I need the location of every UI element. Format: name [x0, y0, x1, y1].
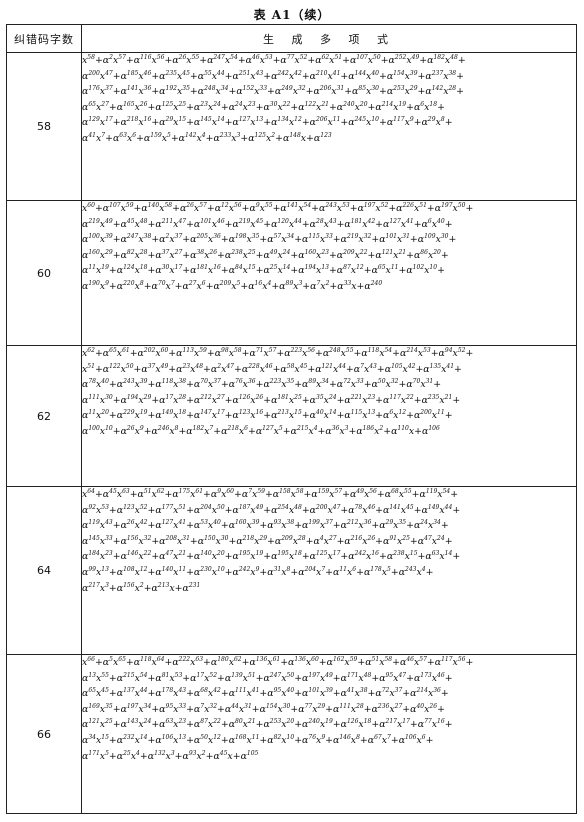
polynomial-line: α65x27+α165x26+α125x25+α23x24+α24x23+α30… — [82, 100, 445, 113]
polynomial-cell: x66+α5x65+α118x64+α222x63+α180x62+α136x6… — [81, 654, 577, 814]
polynomial-cell: x62+α65x61+α202x60+α113x59+α98x58+α71x57… — [81, 345, 577, 487]
polynomial-line: α171x5+α25x4+α132x3+α93x2+α45x+α105 — [82, 749, 259, 762]
polynomial-line: α100x39+α247x38+α2x37+α205x36+α198x35+α5… — [82, 233, 457, 246]
table-row: 60 x60+α107x59+α140x58+α26x57+α12x56+α9x… — [6, 200, 577, 346]
table-caption: 表 A1（续） — [253, 8, 331, 22]
polynomial-line: α11x20+α229x19+α149x18+α147x17+α123x16+α… — [82, 409, 453, 422]
polynomial-line: α184x23+α146x22+α47x21+α140x20+α195x19+α… — [82, 550, 461, 563]
polynomial-line: α219x49+α45x48+α211x47+α101x46+α219x45+α… — [82, 217, 453, 230]
polynomial-line: α78x40+α243x39+α118x38+α70x37+α76x36+α22… — [82, 378, 442, 391]
polynomial-line: α217x3+α156x2+α213x+α231 — [82, 581, 201, 594]
polynomial-line: x51+α122x50+α37x49+α23x48+α2x47+α228x46+… — [82, 362, 462, 375]
polynomial-line: x62+α65x61+α202x60+α113x59+α98x58+α71x57… — [82, 347, 474, 360]
polynomial-line: α121x25+α143x24+α63x23+α87x22+α80x21+α25… — [82, 718, 453, 731]
polynomial-line: α160x29+α82x28+α37x27+α38x26+α238x25+α49… — [82, 248, 449, 261]
header-generator-polynomial: 生 成 多 项 式 — [81, 24, 577, 53]
ec-count-cell: 62 — [6, 345, 82, 487]
header-ec-codewords: 纠错码字数 — [6, 24, 82, 53]
polynomial-line: α99x13+α108x12+α140x11+α230x10+α242x9+α3… — [82, 565, 434, 578]
polynomial-cell: x60+α107x59+α140x58+α26x57+α12x56+α9x55+… — [81, 200, 577, 346]
ec-count-cell: 66 — [6, 654, 82, 814]
polynomial-line: x58+α2x57+α116x56+α26x55+α247x54+α46x53+… — [82, 54, 466, 67]
table-header-row: 纠错码字数 生 成 多 项 式 — [6, 24, 577, 53]
ec-count-cell: 60 — [6, 200, 82, 346]
table-row: 62 x62+α65x61+α202x60+α113x59+α98x58+α71… — [6, 345, 577, 487]
polynomial-line: α92x53+α123x52+α177x51+α204x50+α187x49+α… — [82, 503, 461, 516]
polynomial-line: x60+α107x59+α140x58+α26x57+α12x56+α9x55+… — [82, 202, 474, 215]
polynomial-line: α119x43+α26x42+α127x41+α53x40+α160x39+α9… — [82, 519, 449, 532]
ec-count-cell: 58 — [6, 52, 82, 201]
polynomial-line: α129x17+α218x16+α29x15+α145x14+α127x13+α… — [82, 116, 453, 129]
polynomial-line: α145x33+α156x32+α208x31+α150x30+α218x29+… — [82, 534, 453, 547]
table-row: 66 x66+α5x65+α118x64+α222x63+α180x62+α13… — [6, 654, 577, 814]
polynomial-line: α200x47+α185x46+α235x45+α55x44+α251x43+α… — [82, 69, 464, 82]
polynomial-line: α13x55+α215x54+α81x53+α17x52+α139x51+α24… — [82, 671, 453, 684]
polynomial-line: α111x30+α194x29+α17x28+α212x27+α126x26+α… — [82, 393, 461, 406]
polynomial-line: x64+α45x63+α51x62+α175x61+α9x60+α7x59+α1… — [82, 488, 459, 501]
table-row: 64 x64+α45x63+α51x62+α175x61+α9x60+α7x59… — [6, 486, 577, 655]
polynomial-line: α169x35+α197x34+α95x33+α7x32+α44x31+α154… — [82, 702, 445, 715]
polynomial-line: x66+α5x65+α118x64+α222x63+α180x62+α136x6… — [82, 656, 474, 669]
polynomial-line: α41x7+α63x6+α159x5+α142x4+α233x3+α125x2+… — [82, 131, 332, 144]
table-row: 58 x58+α2x57+α116x56+α26x55+α247x54+α46x… — [6, 52, 577, 201]
polynomial-line: α65x45+α137x44+α178x43+α68x42+α111x41+α9… — [82, 687, 449, 700]
polynomial-line: α100x10+α26x9+α246x8+α182x7+α218x6+α127x… — [82, 424, 440, 437]
polynomial-cell: x64+α45x63+α51x62+α175x61+α9x60+α7x59+α1… — [81, 486, 577, 655]
polynomial-line: α176x37+α141x36+α192x35+α248x34+α152x33+… — [82, 85, 464, 98]
polynomial-line: α11x19+α124x18+α30x17+α181x16+α84x15+α25… — [82, 264, 445, 277]
generator-polynomial-table: 纠错码字数 生 成 多 项 式 58 x58+α2x57+α116x56+α26… — [6, 24, 577, 814]
polynomial-line: α190x9+α220x8+α70x7+α27x6+α209x5+α16x4+α… — [82, 279, 383, 292]
ec-count-cell: 64 — [6, 486, 82, 655]
polynomial-line: α34x15+α232x14+α106x13+α50x12+α168x11+α8… — [82, 733, 434, 746]
polynomial-cell: x58+α2x57+α116x56+α26x55+α247x54+α46x53+… — [81, 52, 577, 201]
